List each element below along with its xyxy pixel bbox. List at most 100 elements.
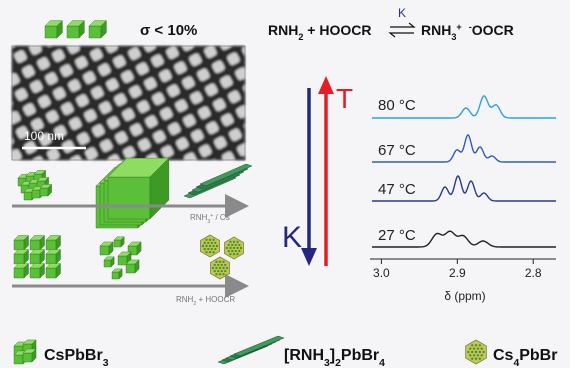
text-part: [RNH [284, 347, 324, 364]
hex-dot [228, 250, 230, 252]
temperature-label: 47 °C [378, 181, 416, 198]
hex-dot [212, 239, 214, 241]
hex-dot [236, 253, 238, 255]
needle [200, 164, 252, 186]
cube-face [46, 254, 56, 264]
hex-dot [222, 261, 224, 263]
hex-dot [475, 344, 477, 346]
hex-dot [219, 273, 221, 275]
hex-dot [216, 245, 218, 247]
text-part: PbBr [519, 347, 557, 364]
hex-dot [214, 264, 216, 266]
hex-dot [212, 267, 214, 269]
hex-dot [205, 239, 207, 241]
x-tick-label: 2.8 [525, 266, 542, 280]
hex-dot [226, 247, 228, 249]
x-tick-label: 3.0 [373, 266, 390, 280]
hex-dot [205, 245, 207, 247]
text-part: + HOOCR [303, 22, 371, 38]
hex-dot [212, 251, 214, 253]
cube-face [104, 260, 111, 267]
cube-face [14, 355, 23, 364]
hex-dot [215, 267, 217, 269]
hex-dot [219, 261, 221, 263]
equation-lhs: RNH2 + HOOCR [268, 22, 371, 42]
hex-dot [473, 347, 475, 349]
cube-face [23, 353, 32, 362]
hex-dot [214, 242, 216, 244]
hex-dot [471, 344, 473, 346]
hex-dot [205, 251, 207, 253]
cube-face [30, 254, 40, 264]
route-label: RNH3+ / Cs [190, 213, 230, 225]
cube-face [14, 268, 24, 278]
hex-dot [479, 351, 481, 353]
equilibrium-constant: K [398, 6, 406, 20]
hex-dot [238, 250, 240, 252]
cube-face [114, 240, 121, 247]
hex-dot [479, 344, 481, 346]
hex-dot [224, 264, 226, 266]
hex-dot [482, 351, 484, 353]
text-part: 3 [103, 358, 109, 368]
hex-dot [233, 253, 235, 255]
equation-rhs: RNH3+-OOCR [421, 22, 514, 42]
hex-dot [233, 247, 235, 249]
hex-dot [226, 267, 228, 269]
text-part: Cs [493, 347, 514, 364]
trend-label-k: K [282, 221, 302, 254]
legend-label: CsPbBr3 [44, 347, 109, 368]
hex-dot [235, 244, 237, 246]
hex-dot [229, 253, 231, 255]
hex-dot [475, 358, 477, 360]
hex-dot [229, 241, 231, 243]
hex-dot [209, 245, 211, 247]
x-tick-label: 2.9 [449, 266, 466, 280]
hex-dot [204, 242, 206, 244]
cube-face [112, 272, 119, 279]
cube-face [46, 268, 56, 278]
text-part: RNH [190, 213, 208, 222]
hex-dot [479, 358, 481, 360]
hex-dot [209, 239, 211, 241]
hex-dot [222, 273, 224, 275]
text-part: 3 [207, 219, 210, 225]
hex-dot [221, 270, 223, 272]
text-part: CsPbBr [44, 347, 103, 364]
x-axis-label: δ (ppm) [444, 289, 485, 303]
hex-dot [211, 242, 213, 244]
hex-dot [212, 245, 214, 247]
cube-face [126, 264, 135, 273]
cube-face [89, 26, 101, 38]
hex-dot [236, 241, 238, 243]
page: { "header": { "sigma": "σ < 10%", "equat… [0, 0, 570, 368]
hex-dot [231, 244, 233, 246]
temperature-label: 80 °C [378, 97, 416, 114]
cube-face [24, 192, 32, 200]
cube-face [46, 240, 56, 250]
text-part: RNH [268, 22, 298, 38]
equilibrium-arrows [390, 23, 414, 37]
hex-dot [481, 347, 483, 349]
hex-dot [235, 250, 237, 252]
cube-face [45, 26, 57, 38]
hex-dot [471, 358, 473, 360]
cube-face [30, 240, 40, 250]
hex-dot [202, 245, 204, 247]
legend-label: [RNH3]2PbBr4 [284, 347, 385, 368]
route-label: RNH2 + HOOCR [176, 295, 235, 307]
hex-dot [473, 354, 475, 356]
hex-dot [207, 242, 209, 244]
temperature-label: 67 °C [378, 142, 416, 159]
hex-dot [477, 354, 479, 356]
size-dispersion: σ < 10% [140, 22, 197, 39]
cube-face [14, 240, 24, 250]
hex-dot [219, 267, 221, 269]
trend-arrows [301, 76, 334, 266]
hex-dot [471, 351, 473, 353]
hex-dot [217, 270, 219, 272]
hex-dot [207, 248, 209, 250]
text-part: + HOOCR [196, 295, 235, 304]
legend-label: Cs4PbBr [493, 347, 557, 368]
temperature-label: 27 °C [378, 227, 416, 244]
